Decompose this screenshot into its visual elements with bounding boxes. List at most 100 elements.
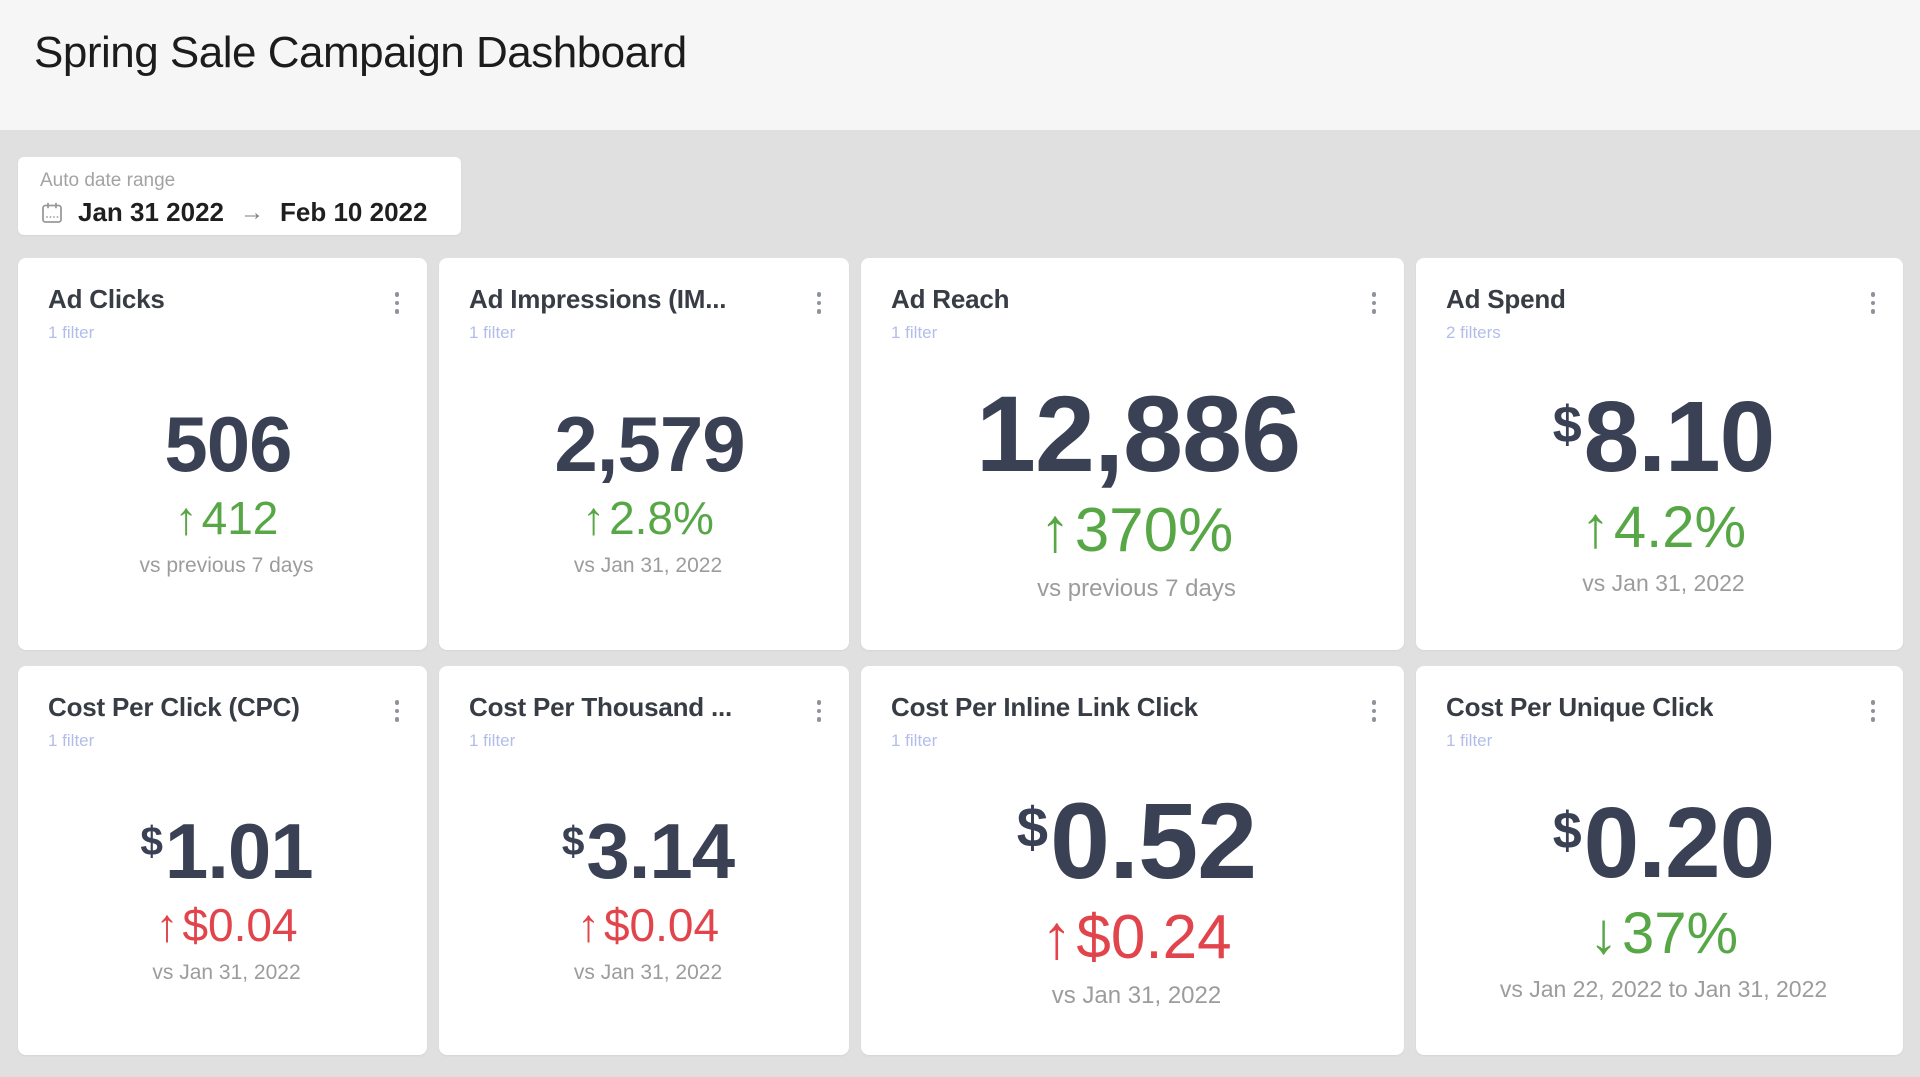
metric-delta: ↑370% xyxy=(1040,500,1234,562)
filter-count[interactable]: 1 filter xyxy=(469,323,516,342)
card-header: Cost Per Thousand ... 1 filter xyxy=(469,692,827,751)
delta-arrow-icon: ↑ xyxy=(1580,494,1610,560)
kebab-menu-icon[interactable] xyxy=(1865,286,1882,320)
currency-symbol: $ xyxy=(1552,395,1582,454)
delta-arrow-icon: ↑ xyxy=(576,898,600,951)
card-body: $0.52 ↑$0.24 vs Jan 31, 2022 xyxy=(891,751,1382,1031)
comparison-label: vs previous 7 days xyxy=(1037,575,1236,602)
filter-count[interactable]: 1 filter xyxy=(1446,731,1493,750)
delta-value: 2.8% xyxy=(609,492,714,544)
filter-count[interactable]: 1 filter xyxy=(48,323,95,342)
card-body: 2,579 ↑2.8% vs Jan 31, 2022 xyxy=(469,343,827,626)
metric-number: 8.10 xyxy=(1583,380,1776,493)
comparison-label: vs Jan 31, 2022 xyxy=(573,960,723,984)
card-title: Ad Reach xyxy=(891,284,1010,314)
comparison-label: vs Jan 31, 2022 xyxy=(1582,569,1745,596)
metric-value: 506 xyxy=(161,405,292,483)
metric-card-ad-impressions[interactable]: Ad Impressions (IM... 1 filter 2,579 ↑2.… xyxy=(439,258,849,650)
delta-value: 37% xyxy=(1621,901,1739,966)
metric-card-ad-clicks[interactable]: Ad Clicks 1 filter 506 ↑412 vs previous … xyxy=(18,258,427,650)
delta-value: 370% xyxy=(1074,496,1234,565)
card-header: Cost Per Inline Link Click 1 filter xyxy=(891,692,1382,751)
card-body: 12,886 ↑370% vs previous 7 days xyxy=(891,343,1382,626)
kebab-menu-icon[interactable] xyxy=(389,286,406,320)
kebab-menu-icon[interactable] xyxy=(389,694,406,728)
kebab-menu-icon[interactable] xyxy=(1366,694,1383,728)
metric-value: 12,886 xyxy=(973,380,1301,488)
date-range-row: Jan 31 2022 → Feb 10 2022 xyxy=(40,197,441,228)
delta-value: $0.04 xyxy=(182,898,298,951)
card-header: Cost Per Click (CPC) 1 filter xyxy=(48,692,405,751)
delta-arrow-icon: ↑ xyxy=(174,492,198,544)
metric-value: $0.52 xyxy=(1016,786,1257,895)
metric-delta: ↑2.8% xyxy=(582,495,714,541)
metric-card-cost-per-inline-link-click[interactable]: Cost Per Inline Link Click 1 filter $0.5… xyxy=(861,666,1404,1055)
comparison-label: vs previous 7 days xyxy=(139,554,314,577)
currency-symbol: $ xyxy=(1016,795,1048,859)
date-range-start: Jan 31 2022 xyxy=(78,197,225,227)
card-title: Ad Spend xyxy=(1446,284,1566,314)
metric-delta: ↑412 xyxy=(175,495,279,541)
delta-arrow-icon: ↑ xyxy=(1041,902,1073,972)
currency-symbol: $ xyxy=(1552,802,1582,861)
metric-value: $0.20 xyxy=(1552,793,1776,893)
kebab-menu-icon[interactable] xyxy=(811,694,828,728)
card-header: Ad Impressions (IM... 1 filter xyxy=(469,284,827,343)
card-title: Cost Per Inline Link Click xyxy=(891,692,1198,722)
metric-number: 12,886 xyxy=(975,373,1301,494)
delta-arrow-icon: ↑ xyxy=(155,898,179,951)
metric-value: 2,579 xyxy=(551,405,745,483)
metric-card-cost-per-unique-click[interactable]: Cost Per Unique Click 1 filter $0.20 ↓37… xyxy=(1416,666,1903,1055)
calendar-icon xyxy=(42,202,62,223)
card-title: Cost Per Thousand ... xyxy=(469,692,733,722)
card-body: $0.20 ↓37% vs Jan 22, 2022 to Jan 31, 20… xyxy=(1446,751,1881,1031)
metric-value: $8.10 xyxy=(1552,387,1776,487)
page-header: Spring Sale Campaign Dashboard xyxy=(0,0,1920,130)
card-title: Cost Per Unique Click xyxy=(1446,692,1714,722)
comparison-label: vs Jan 22, 2022 to Jan 31, 2022 xyxy=(1499,976,1828,1002)
metric-number: 2,579 xyxy=(554,400,745,488)
arrow-right-icon: → xyxy=(240,198,265,226)
date-range-end: Feb 10 2022 xyxy=(280,197,428,227)
metric-delta: ↑$0.24 xyxy=(1041,906,1231,969)
card-header: Ad Reach 1 filter xyxy=(891,284,1382,343)
filter-count[interactable]: 1 filter xyxy=(891,731,938,750)
delta-value: 412 xyxy=(201,492,279,544)
card-title: Cost Per Click (CPC) xyxy=(48,692,300,722)
filter-count[interactable]: 1 filter xyxy=(891,323,938,342)
kebab-menu-icon[interactable] xyxy=(1865,694,1882,728)
card-body: 506 ↑412 vs previous 7 days xyxy=(48,343,405,626)
metric-card-ad-reach[interactable]: Ad Reach 1 filter 12,886 ↑370% vs previo… xyxy=(861,258,1404,650)
comparison-label: vs Jan 31, 2022 xyxy=(1051,981,1222,1009)
metric-delta: ↑$0.04 xyxy=(577,902,719,948)
filter-count[interactable]: 1 filter xyxy=(48,731,95,750)
card-header: Ad Clicks 1 filter xyxy=(48,284,405,343)
comparison-label: vs Jan 31, 2022 xyxy=(573,554,723,577)
date-range-label: Auto date range xyxy=(40,170,176,191)
metric-number: 0.20 xyxy=(1583,787,1776,899)
card-body: $1.01 ↑$0.04 vs Jan 31, 2022 xyxy=(48,751,405,1031)
delta-arrow-icon: ↓ xyxy=(1588,901,1618,966)
card-title: Ad Clicks xyxy=(48,284,165,314)
metric-delta: ↑4.2% xyxy=(1581,498,1746,557)
comparison-label: vs Jan 31, 2022 xyxy=(152,960,301,984)
metric-number: 1.01 xyxy=(164,806,314,895)
delta-value: $0.04 xyxy=(603,898,720,951)
metric-value: $3.14 xyxy=(562,812,735,890)
metric-grid: Ad Clicks 1 filter 506 ↑412 vs previous … xyxy=(18,258,1903,1055)
metric-number: 0.52 xyxy=(1050,779,1257,901)
metric-card-cost-per-thousand[interactable]: Cost Per Thousand ... 1 filter $3.14 ↑$0… xyxy=(439,666,849,1055)
currency-symbol: $ xyxy=(140,818,163,865)
kebab-menu-icon[interactable] xyxy=(1366,286,1383,320)
date-range-picker[interactable]: Auto date range Jan 31 2022 → Feb 10 202… xyxy=(18,157,461,235)
delta-value: 4.2% xyxy=(1613,494,1747,560)
kebab-menu-icon[interactable] xyxy=(811,286,828,320)
filter-count[interactable]: 2 filters xyxy=(1446,323,1501,342)
metric-card-ad-spend[interactable]: Ad Spend 2 filters $8.10 ↑4.2% vs Jan 31… xyxy=(1416,258,1903,650)
metric-card-cost-per-click[interactable]: Cost Per Click (CPC) 1 filter $1.01 ↑$0.… xyxy=(18,666,427,1055)
metric-delta: ↑$0.04 xyxy=(155,902,297,948)
page-title: Spring Sale Campaign Dashboard xyxy=(34,28,687,77)
filter-count[interactable]: 1 filter xyxy=(469,731,516,750)
card-body: $8.10 ↑4.2% vs Jan 31, 2022 xyxy=(1446,343,1881,626)
delta-arrow-icon: ↑ xyxy=(1039,496,1071,565)
